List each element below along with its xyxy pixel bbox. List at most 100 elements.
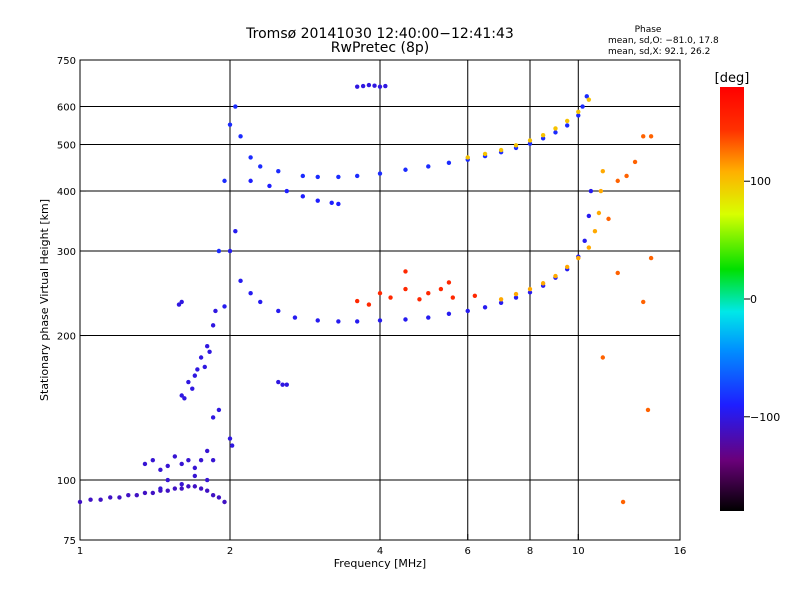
data-point — [216, 407, 222, 413]
x-tick-label: 4 — [377, 546, 383, 557]
data-point — [182, 396, 187, 401]
data-point — [600, 168, 606, 174]
data-point — [192, 373, 198, 378]
stats-line-o: mean, sd,O: −81.0, 17.8 — [608, 36, 719, 46]
data-point — [165, 477, 170, 483]
data-point — [576, 113, 581, 118]
data-point — [248, 291, 253, 296]
data-point — [233, 104, 238, 109]
x-axis-ticks: 1 2 4 6 8 10 16 — [77, 534, 687, 557]
data-point — [213, 308, 218, 314]
data-point — [204, 448, 210, 454]
data-point — [482, 305, 488, 310]
data-point — [472, 293, 478, 298]
chart-title: Tromsø 20141030 12:40:00−12:41:43 — [245, 26, 514, 42]
data-point — [354, 173, 360, 179]
data-point — [598, 188, 604, 194]
data-point — [450, 295, 456, 300]
x-tick-label: 6 — [465, 546, 471, 557]
x-axis-label: Frequency [MHz] — [334, 557, 426, 570]
y-tick-label: 100 — [57, 476, 76, 487]
data-point — [172, 486, 178, 491]
data-point — [388, 295, 393, 300]
data-point — [498, 300, 504, 306]
data-point — [88, 497, 93, 502]
data-points — [77, 82, 654, 505]
data-point — [582, 238, 587, 244]
data-point — [540, 132, 546, 138]
data-point — [233, 228, 238, 234]
data-point — [377, 291, 383, 296]
data-point — [596, 210, 602, 216]
data-point — [366, 302, 372, 307]
data-point — [238, 278, 243, 284]
data-point — [576, 255, 581, 261]
data-point — [248, 155, 253, 160]
colorbar-tick-label: 100 — [750, 175, 771, 188]
x-tick-label: 16 — [674, 546, 687, 557]
x-tick-label: 10 — [572, 546, 585, 557]
data-point — [360, 83, 366, 89]
data-point — [258, 299, 263, 305]
data-point — [300, 194, 306, 199]
data-point — [222, 304, 227, 309]
y-tick-label: 400 — [57, 187, 76, 198]
data-point — [403, 167, 408, 172]
data-point — [465, 155, 470, 160]
data-point — [117, 495, 122, 500]
chart-subtitle: RwPretec (8p) — [331, 40, 429, 56]
y-tick-label: 500 — [57, 141, 76, 152]
data-point — [216, 495, 222, 500]
data-point — [210, 492, 216, 498]
data-point — [204, 477, 210, 483]
data-point — [615, 270, 620, 276]
data-point — [426, 291, 431, 296]
data-point — [553, 126, 558, 131]
data-point — [540, 281, 546, 286]
data-point — [336, 201, 341, 207]
data-point — [248, 178, 253, 184]
data-point — [198, 486, 204, 491]
data-point — [403, 269, 408, 274]
data-point — [284, 188, 289, 194]
data-point — [276, 168, 281, 174]
stats-line-x: mean, sd,X: 92.1, 26.2 — [608, 47, 710, 57]
data-point — [383, 83, 388, 89]
data-point — [222, 178, 227, 184]
y-tick-label: 75 — [63, 536, 76, 547]
data-point — [624, 173, 629, 179]
data-point — [216, 248, 222, 254]
data-point — [98, 497, 103, 502]
data-point — [498, 147, 504, 153]
data-point — [142, 461, 148, 467]
data-point — [134, 492, 139, 498]
data-point — [553, 273, 558, 279]
data-point — [426, 164, 431, 169]
data-point — [179, 393, 184, 398]
data-point — [150, 457, 156, 463]
data-point — [179, 486, 184, 491]
colorbar-tick-label: −100 — [750, 411, 780, 424]
data-point — [446, 160, 452, 166]
data-point — [564, 264, 570, 270]
data-point — [210, 457, 216, 463]
data-point — [377, 84, 383, 89]
data-point — [192, 465, 198, 471]
data-point — [417, 297, 422, 302]
data-point — [606, 216, 611, 222]
y-axis-label: Stationary phase Virtual Height [km] — [38, 199, 51, 401]
data-point — [372, 83, 377, 88]
data-point — [210, 415, 216, 420]
data-point — [238, 134, 243, 139]
data-point — [222, 499, 227, 505]
data-point — [227, 122, 233, 127]
data-point — [198, 457, 204, 463]
data-point — [648, 255, 654, 261]
data-point — [172, 454, 178, 459]
data-point — [190, 386, 195, 391]
data-point — [336, 319, 341, 324]
data-point — [527, 138, 533, 143]
data-point — [336, 174, 341, 180]
data-point — [446, 311, 452, 316]
